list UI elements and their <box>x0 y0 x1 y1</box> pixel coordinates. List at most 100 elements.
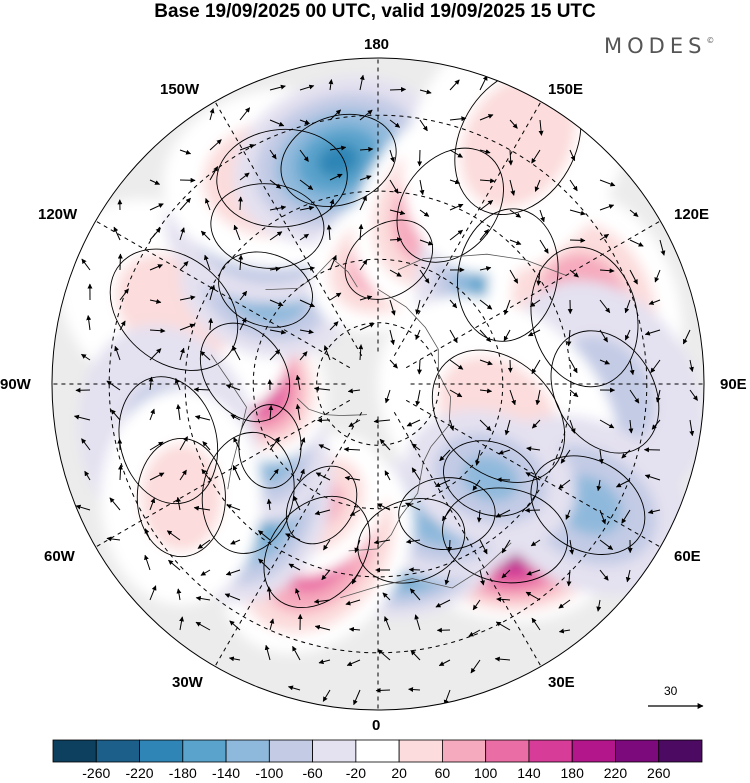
wind-arrow <box>348 419 361 428</box>
wind-arrow <box>479 388 493 394</box>
wind-arrow <box>86 315 92 331</box>
lon-label-90e: 90E <box>720 376 747 393</box>
wind-arrow <box>509 209 522 218</box>
colorbar-swatch <box>182 739 227 763</box>
wind-arrow <box>179 469 187 481</box>
wind-arrow <box>531 359 541 375</box>
wind-arrow <box>149 264 163 271</box>
wind-arrow <box>569 269 579 278</box>
lon-label-60w: 60W <box>44 548 75 565</box>
wind-arrow <box>176 496 181 511</box>
wind-arrow <box>119 288 129 301</box>
contour-line <box>530 246 639 388</box>
wind-arrow <box>269 179 282 189</box>
wind-arrow <box>419 179 425 196</box>
wind-arrow <box>599 233 610 241</box>
wind-arrow <box>149 348 162 361</box>
map-border <box>51 57 705 711</box>
wind-arrow <box>225 384 241 391</box>
wind-arrow <box>351 569 361 585</box>
wind-arrow <box>629 269 638 285</box>
wind-arrow <box>379 438 391 451</box>
wind-arrow <box>149 472 165 481</box>
wind-arrow <box>389 149 395 163</box>
contour-line <box>443 440 538 517</box>
wind-arrow <box>569 149 576 162</box>
wind-arrow <box>524 507 541 513</box>
wind-arrow <box>359 109 373 121</box>
colorbar-tick-label: 60 <box>434 765 451 781</box>
colorbar <box>52 739 703 763</box>
wind-arrow <box>599 329 608 343</box>
wind-arrow <box>106 380 121 391</box>
wind-arrow <box>318 444 331 451</box>
wind-arrow <box>232 345 241 361</box>
wind-arrow <box>329 109 342 121</box>
wind-arrow <box>269 119 285 127</box>
wind-arrow <box>479 229 489 241</box>
wind-arrow <box>230 539 241 545</box>
wind-arrow <box>269 436 280 451</box>
wind-arrow <box>682 329 691 345</box>
wind-arrow <box>596 479 602 492</box>
wind-arrow <box>558 479 571 490</box>
coastline <box>377 288 452 448</box>
wind-arrow <box>377 503 391 511</box>
wind-arrow <box>449 116 467 122</box>
wind-arrow <box>329 198 335 211</box>
wind-arrow <box>410 650 421 661</box>
wind-arrow <box>179 295 196 301</box>
wind-arrow <box>479 299 493 310</box>
wind-arrow <box>389 299 396 316</box>
wind-arrow <box>110 409 121 421</box>
colorbar-swatch <box>485 739 530 763</box>
wind-arrow <box>329 254 337 271</box>
wind-arrow <box>239 144 255 151</box>
contour-line <box>136 437 226 558</box>
wind-arrow <box>441 509 451 522</box>
wind-arrow <box>498 449 511 455</box>
wind-arrow <box>299 266 315 271</box>
wind-arrow <box>373 418 391 424</box>
wind-arrow <box>269 618 275 631</box>
wind-arrow <box>479 149 491 154</box>
wind-arrow <box>321 569 331 581</box>
wind-arrow <box>419 209 430 217</box>
wind-arrow <box>239 317 247 331</box>
wind-arrow <box>525 591 541 601</box>
wind-arrow <box>508 149 514 166</box>
wind-arrow <box>384 470 391 481</box>
wind-arrow <box>200 230 211 241</box>
wind-arrow <box>405 502 421 511</box>
wind-arrow <box>176 404 182 421</box>
wind-arrow <box>503 299 511 316</box>
wind-arrow <box>200 569 211 576</box>
meridian <box>405 220 661 369</box>
wind-arrow <box>299 299 315 308</box>
wind-arrow <box>472 479 481 491</box>
wind-arrow <box>233 224 241 241</box>
anomaly-cell <box>317 143 360 178</box>
wind-arrow <box>472 599 481 611</box>
contour-line <box>442 487 568 584</box>
wind-arrow <box>536 269 542 286</box>
latitude-circle <box>252 258 504 510</box>
wind-arrow <box>239 107 251 121</box>
wind-arrow <box>651 419 661 430</box>
wind-arrow <box>149 179 161 185</box>
wind-arrow <box>287 685 301 691</box>
wind-arrow <box>648 299 661 305</box>
wind-arrow <box>449 79 460 91</box>
wind-arrow <box>389 87 407 93</box>
lon-label-120e: 120E <box>674 206 710 223</box>
reference-vector-label: 30 <box>664 684 678 698</box>
lon-label-150w: 150W <box>160 81 200 98</box>
wind-arrow <box>629 239 644 247</box>
wind-arrow <box>650 359 661 374</box>
colorbar-swatch <box>95 739 140 763</box>
wind-arrow <box>323 345 331 361</box>
coastline <box>265 257 358 290</box>
wind-arrow <box>343 446 361 452</box>
wind-arrow <box>411 443 421 451</box>
wind-arrow <box>295 374 301 391</box>
